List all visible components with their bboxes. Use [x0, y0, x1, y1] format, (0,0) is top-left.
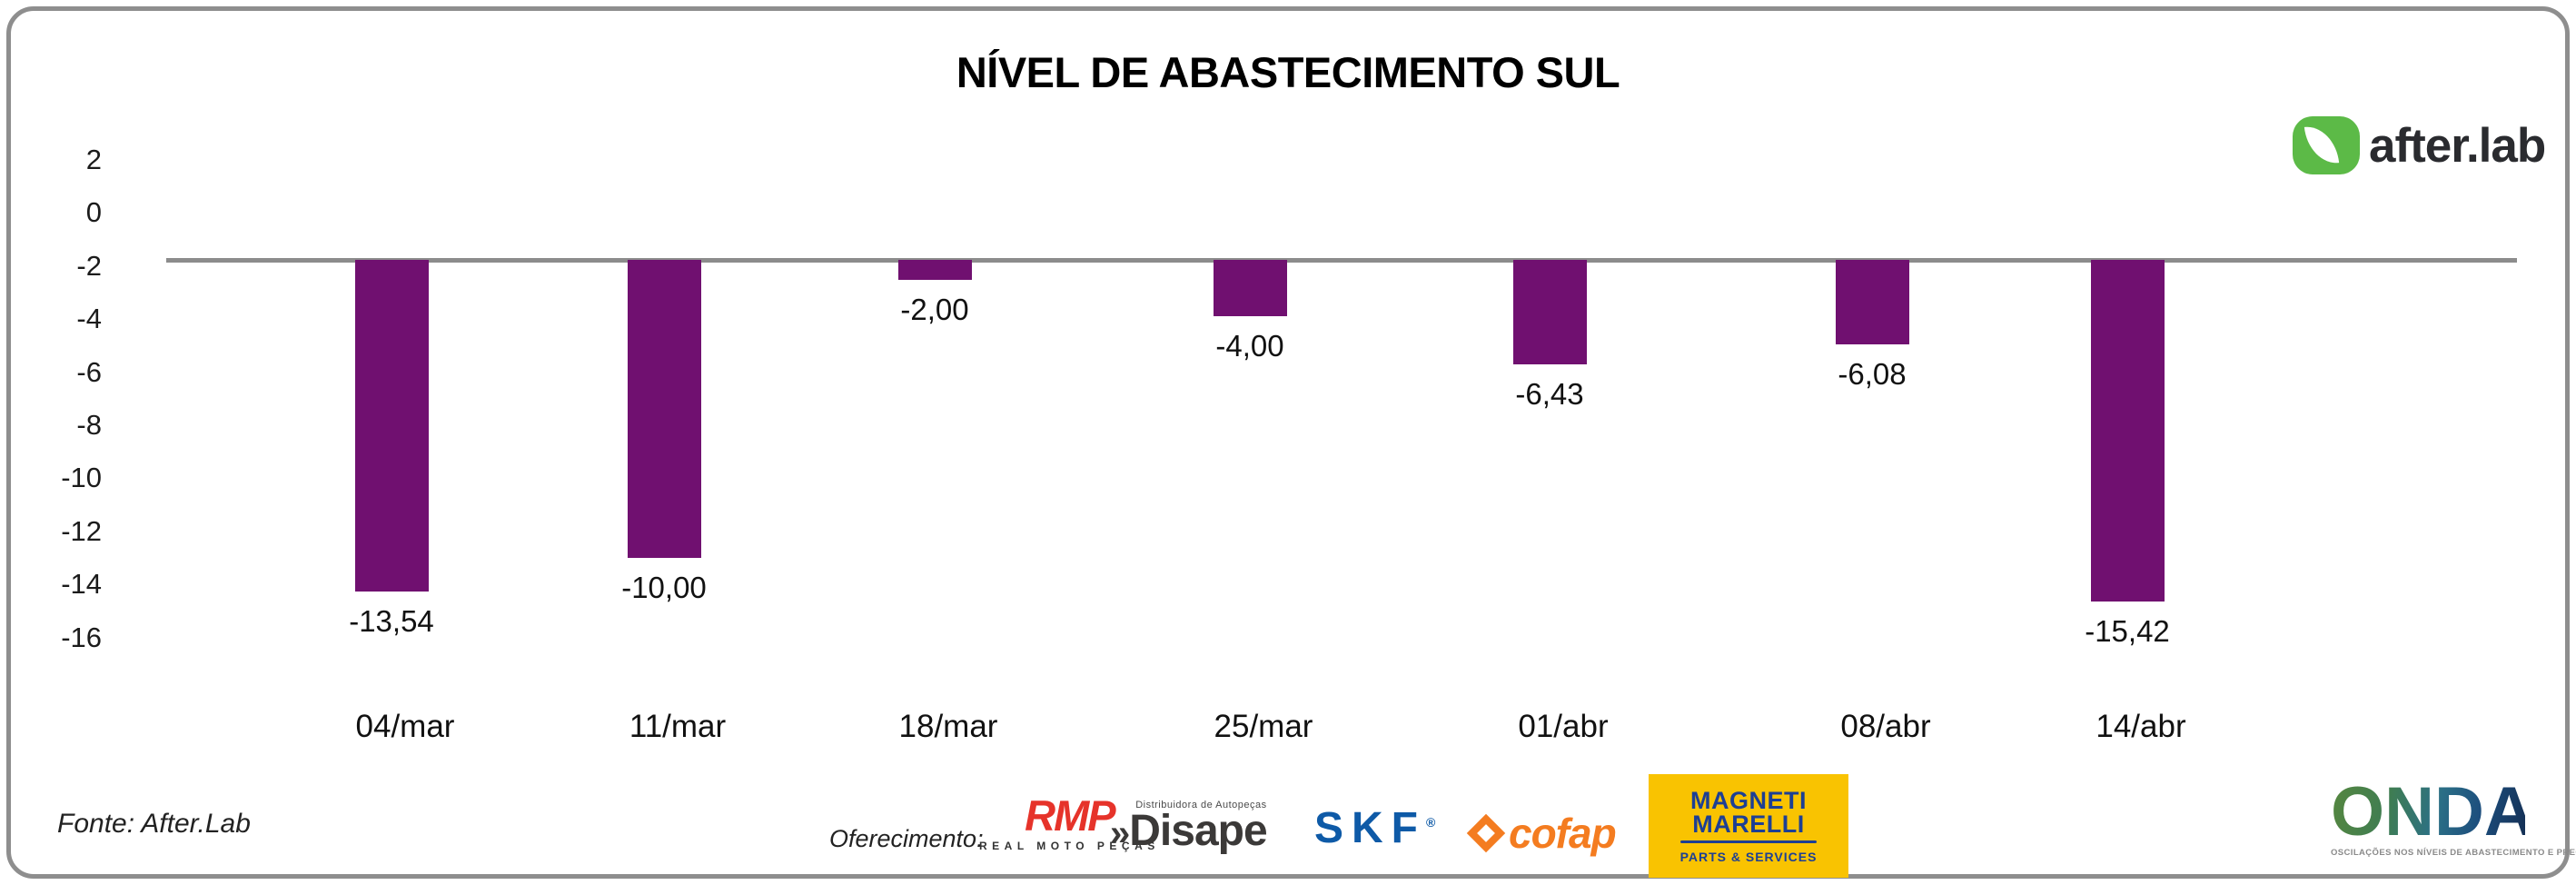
cofap-logo-text: cofap	[1509, 810, 1617, 857]
magneti-line1: MAGNETI	[1690, 786, 1807, 814]
bar	[354, 260, 429, 592]
magneti-line2: MARELLI	[1692, 810, 1805, 838]
leaf-cutout-icon	[2304, 124, 2340, 166]
y-tick-label: -2	[76, 249, 102, 282]
bar	[1213, 260, 1287, 316]
x-tick-label: 18/mar	[898, 709, 998, 744]
disape-logo-text: »Disape	[1110, 807, 1268, 855]
disape-logo: Distribuidora de Autopeças »Disape	[1110, 800, 1268, 855]
rmp-logo-text: RMP	[1025, 791, 1115, 840]
rmp-logo-subtitle: REAL MOTO PEÇAS	[979, 840, 1160, 852]
y-axis: 2 0 -2 -4 -6 -8 -10 -12 -14 -16	[0, 0, 102, 885]
afterlab-logo-text: after.lab	[2369, 118, 2546, 173]
sponsors-label: Oferecimento:	[829, 825, 984, 852]
onda-logo-tagline: OSCILAÇÕES NOS NÍVEIS DE ABASTECIMENTO E…	[2331, 848, 2576, 858]
y-tick-label: -6	[76, 355, 102, 388]
skf-logo-text: SKF	[1314, 804, 1426, 852]
cofap-diamond-icon	[1466, 813, 1506, 853]
y-tick-label: 0	[85, 196, 102, 229]
bar	[897, 260, 972, 280]
x-tick-label: 11/mar	[629, 709, 727, 744]
x-tick-label: 25/mar	[1214, 709, 1313, 744]
chart-title: NÍVEL DE ABASTECIMENTO SUL	[956, 48, 1620, 96]
cofap-logo: cofap	[1466, 809, 1617, 858]
bar	[627, 260, 701, 558]
chart-baseline	[166, 258, 2517, 263]
disape-wordmark: Disape	[1129, 807, 1267, 855]
x-tick-label: 08/abr	[1840, 709, 1931, 744]
y-tick-label: -14	[61, 568, 102, 601]
y-tick-label: -16	[61, 621, 102, 653]
y-tick-label: -4	[76, 303, 102, 335]
y-tick-label: -8	[76, 409, 102, 441]
disape-chevrons-icon: »	[1110, 813, 1130, 853]
y-tick-label: -10	[61, 462, 102, 494]
afterlab-logo: after.lab	[2293, 116, 2546, 174]
skf-logo: SKF®	[1314, 803, 1435, 853]
x-tick-label: 01/abr	[1518, 709, 1609, 744]
source-note: Fonte: After.Lab	[57, 809, 251, 839]
magneti-underline	[1680, 840, 1817, 843]
disape-logo-subtitle: Distribuidora de Autopeças	[1135, 800, 1267, 810]
bar-value-label: -6,43	[1515, 377, 1584, 411]
rmp-logo: RMP REAL MOTO PEÇAS	[979, 791, 1160, 852]
bar	[1835, 260, 1909, 344]
x-tick-label: 14/abr	[2095, 709, 2186, 744]
skf-registered-mark: ®	[1426, 815, 1436, 830]
x-tick-label: 04/mar	[355, 709, 455, 744]
bar	[2090, 260, 2165, 602]
y-tick-label: -12	[61, 514, 102, 547]
bar-value-label: -4,00	[1215, 329, 1284, 363]
bar-value-label: -10,00	[621, 571, 707, 604]
magneti-marelli-logo: MAGNETI MARELLI PARTS & SERVICES	[1649, 774, 1848, 878]
afterlab-leaf-icon	[2293, 116, 2360, 174]
onda-logo: ONDA OSCILAÇÕES NOS NÍVEIS DE ABASTECIME…	[2331, 773, 2576, 859]
bar-value-label: -13,54	[349, 604, 434, 638]
bar-value-label: -2,00	[900, 293, 969, 326]
bar	[1512, 260, 1587, 364]
bar-value-label: -6,08	[1838, 357, 1907, 391]
onda-logo-text: ONDA	[2331, 773, 2534, 850]
panel-border	[6, 6, 2570, 879]
y-tick-label: 2	[85, 144, 102, 175]
bar-value-label: -15,42	[2085, 614, 2170, 648]
magneti-line3: PARTS & SERVICES	[1679, 849, 1818, 864]
